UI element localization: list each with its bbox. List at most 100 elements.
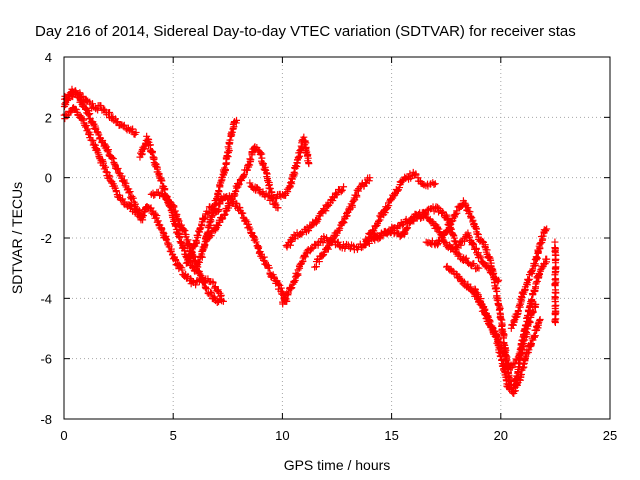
data-point (204, 210, 212, 218)
data-point (218, 297, 226, 305)
data-point (288, 284, 296, 292)
data-point (99, 136, 107, 144)
data-point (246, 225, 254, 233)
data-point (200, 279, 208, 287)
data-point (158, 177, 166, 185)
data-point (527, 340, 535, 348)
data-point (201, 214, 209, 222)
data-point (420, 209, 428, 217)
data-point (219, 297, 227, 305)
data-point (235, 180, 243, 188)
data-point (366, 174, 374, 182)
data-point (488, 266, 496, 274)
data-point (233, 116, 241, 124)
data-point (349, 197, 357, 205)
data-point (495, 339, 503, 347)
series-pass-16 (471, 255, 551, 372)
data-point (93, 128, 101, 136)
data-point (139, 216, 147, 224)
data-point (543, 225, 551, 233)
data-point (273, 194, 281, 202)
data-point (404, 224, 412, 232)
data-point (420, 181, 428, 189)
data-point (449, 215, 457, 223)
data-point (90, 140, 98, 148)
data-point (202, 285, 210, 293)
data-point (307, 245, 315, 253)
data-point (518, 336, 526, 344)
data-point (312, 219, 320, 227)
data-point (340, 183, 348, 191)
series-pass-7 (202, 143, 282, 244)
data-point (511, 360, 519, 368)
series-pass-17 (507, 225, 551, 332)
data-point (196, 225, 204, 233)
data-point (211, 227, 219, 235)
data-point (286, 285, 294, 293)
data-point (529, 308, 537, 316)
data-point (434, 224, 442, 232)
data-point (261, 166, 269, 174)
y-tick-label: 4 (45, 50, 52, 65)
data-point (274, 204, 282, 212)
data-point (494, 278, 502, 286)
data-point (551, 318, 559, 326)
data-point (206, 233, 214, 241)
x-tick-label: 5 (170, 428, 177, 443)
data-point (197, 272, 205, 280)
x-tick-label: 15 (384, 428, 398, 443)
data-point (448, 243, 456, 251)
data-point (375, 217, 383, 225)
data-point (112, 187, 120, 195)
data-point (178, 266, 186, 274)
data-point (208, 202, 216, 210)
data-point (533, 254, 541, 262)
data-point (150, 191, 158, 199)
data-point (215, 221, 223, 229)
data-point (67, 108, 75, 116)
series-pass-13 (365, 208, 483, 273)
data-point (467, 213, 475, 221)
y-tick-label: -6 (40, 352, 52, 367)
data-point (108, 153, 116, 161)
data-point (129, 194, 137, 202)
data-point (357, 244, 365, 252)
data-point (84, 125, 92, 133)
series-pass-1 (60, 104, 225, 300)
data-point (270, 273, 278, 281)
data-point (348, 202, 356, 210)
y-tick-label: -2 (40, 231, 52, 246)
data-point (452, 246, 460, 254)
data-point (253, 144, 261, 152)
data-point (524, 276, 532, 284)
data-point (504, 381, 512, 389)
chart-title: Day 216 of 2014, Sidereal Day-to-day VTE… (35, 23, 576, 40)
data-point (495, 276, 503, 284)
y-tick-label: -8 (40, 412, 52, 427)
data-point (138, 212, 146, 220)
data-point (158, 225, 166, 233)
data-point (431, 180, 439, 188)
data-point (526, 319, 534, 327)
data-point (469, 240, 477, 248)
data-point (221, 166, 229, 174)
data-point (207, 204, 215, 212)
series-pass-12 (362, 168, 439, 245)
data-point (129, 125, 137, 133)
data-point (265, 181, 273, 189)
data-point (493, 296, 501, 304)
series-pass-11 (311, 174, 374, 271)
data-point (113, 165, 121, 173)
data-point (334, 238, 342, 246)
data-point (430, 181, 438, 189)
data-point (370, 227, 378, 235)
data-point (453, 209, 461, 217)
series-pass-18 (551, 238, 560, 326)
data-point (193, 262, 201, 270)
data-point (207, 217, 215, 225)
data-point (471, 286, 479, 294)
data-point (116, 191, 124, 199)
data-point (434, 241, 442, 249)
data-point (462, 254, 470, 262)
data-point (215, 205, 223, 213)
